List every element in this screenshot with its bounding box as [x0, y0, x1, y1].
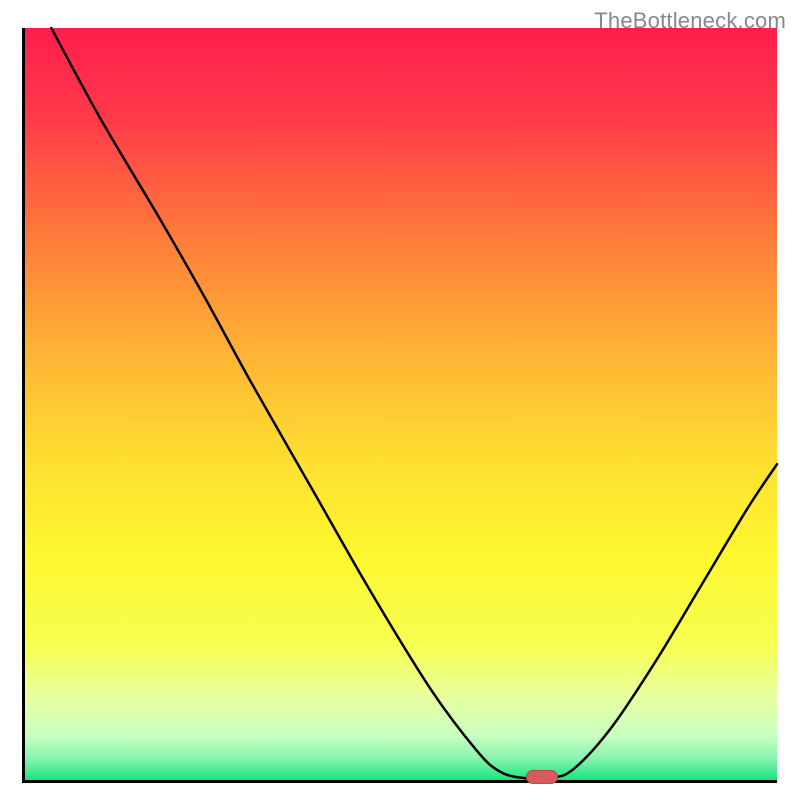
plot-area: [22, 28, 777, 783]
bottleneck-curve: [25, 28, 777, 780]
bottleneck-chart: TheBottleneck.com: [0, 0, 800, 800]
optimal-marker: [526, 770, 558, 784]
